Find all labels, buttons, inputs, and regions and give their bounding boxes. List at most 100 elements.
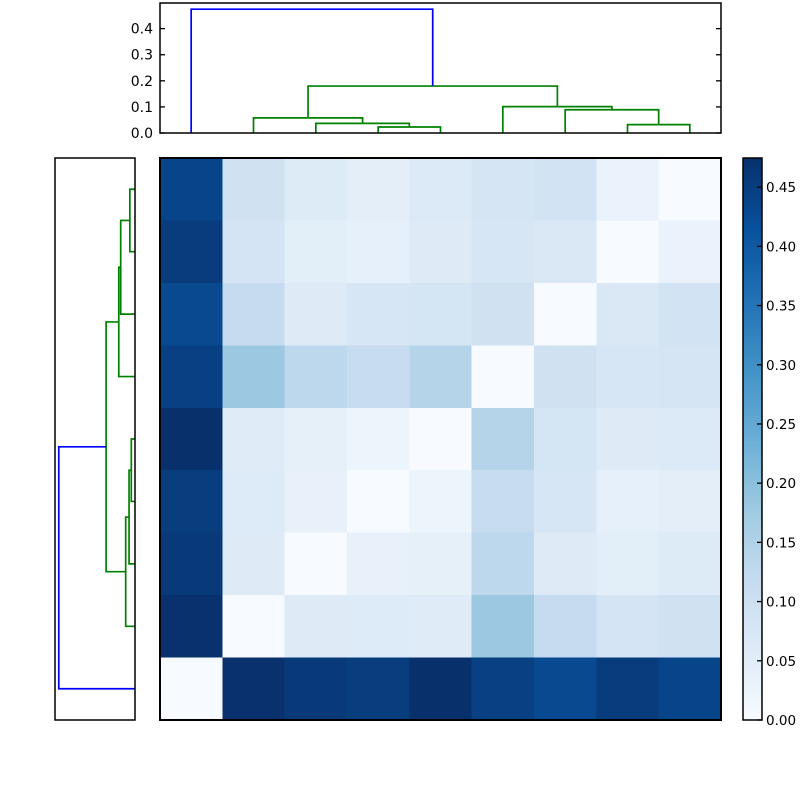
colorbar-tick-label: 0.05 — [766, 654, 796, 670]
heatmap-cell — [471, 407, 535, 471]
heatmap-cell — [534, 407, 597, 471]
colorbar-tick-label: 0.10 — [766, 595, 796, 611]
dendrogram-link — [252, 117, 364, 133]
heatmap-cell — [347, 345, 410, 409]
heatmap-cell — [596, 220, 660, 284]
heatmap-cell — [534, 470, 597, 534]
heatmap-cell — [222, 345, 286, 409]
heatmap-cell — [471, 470, 535, 534]
heatmap-cell — [658, 158, 722, 222]
heatmap-cell — [222, 470, 286, 534]
heatmap-cell — [658, 470, 722, 534]
top-axis-tick-label: 0.0 — [131, 126, 153, 142]
colorbar-tick-label: 0.40 — [766, 239, 796, 255]
heatmap-cell — [409, 532, 473, 596]
heatmap-cell — [160, 595, 223, 659]
heatmap-cell — [284, 158, 348, 222]
heatmap-cell — [222, 595, 286, 659]
heatmap-cell — [534, 158, 597, 222]
colorbar-tick-label: 0.45 — [766, 180, 796, 196]
heatmap-border — [159, 157, 722, 721]
heatmap-cell — [471, 282, 535, 346]
top-dendrogram-panel: 0.0 0.1 0.2 0.3 0.4 — [131, 2, 722, 142]
heatmap-cell — [160, 407, 223, 471]
heatmap-panel — [159, 157, 722, 721]
dendrogram-link — [190, 8, 434, 133]
heatmap-cell — [222, 407, 286, 471]
heatmap-cell — [284, 657, 348, 721]
heatmap-cell — [409, 595, 473, 659]
heatmap-cell — [658, 532, 722, 596]
heatmap-cell — [471, 345, 535, 409]
heatmap-cell — [409, 282, 473, 346]
heatmap-cell — [347, 158, 410, 222]
heatmap-cell — [471, 158, 535, 222]
heatmap-cell — [658, 220, 722, 284]
heatmap-cell — [471, 220, 535, 284]
colorbar-gradient — [743, 158, 762, 720]
heatmap-cell — [347, 282, 410, 346]
heatmap-cell — [596, 657, 660, 721]
heatmap-cell — [471, 657, 535, 721]
heatmap-cell — [534, 657, 597, 721]
heatmap-cell — [284, 595, 348, 659]
dendrogram-link — [124, 516, 135, 628]
heatmap-cell — [222, 282, 286, 346]
left-dendrogram-border — [54, 157, 136, 721]
heatmap-cell — [658, 657, 722, 721]
heatmap-cell — [284, 282, 348, 346]
top-axis-tick-label: 0.3 — [131, 48, 153, 64]
colorbar-tick-label: 0.15 — [766, 535, 796, 551]
heatmap-cell — [409, 220, 473, 284]
heatmap-cell — [534, 282, 597, 346]
heatmap-cell — [534, 532, 597, 596]
heatmap-cell — [222, 657, 286, 721]
heatmap-cell — [347, 595, 410, 659]
heatmap-cell — [534, 345, 597, 409]
heatmap-cell — [222, 220, 286, 284]
dendrogram-link — [377, 126, 442, 133]
heatmap-cell — [409, 470, 473, 534]
dendrogram-link — [105, 321, 126, 573]
left-dendrogram-panel — [54, 157, 136, 721]
heatmap-cell — [222, 532, 286, 596]
colorbar-tick-label: 0.25 — [766, 417, 796, 433]
heatmap-cell — [658, 407, 722, 471]
heatmap-cell — [284, 407, 348, 471]
dendrogram-link — [564, 108, 660, 133]
heatmap-cell — [409, 407, 473, 471]
heatmap-cell — [596, 470, 660, 534]
heatmap-cell — [534, 220, 597, 284]
colorbar-tick-label: 0.35 — [766, 299, 796, 315]
heatmap-cell — [596, 158, 660, 222]
colorbar-tick-label: 0.00 — [766, 713, 796, 729]
colorbar-border — [742, 157, 763, 721]
top-axis-tick-label: 0.1 — [131, 100, 153, 116]
heatmap-cell — [347, 657, 410, 721]
heatmap-cell — [596, 282, 660, 346]
heatmap-cell — [596, 345, 660, 409]
heatmap-cell — [160, 282, 223, 346]
heatmap-cell — [347, 532, 410, 596]
dendrogram-link — [626, 123, 691, 133]
heatmap-cell — [284, 470, 348, 534]
dendrogram-link — [314, 122, 411, 133]
dendrogram-link — [57, 445, 135, 690]
dendrogram-link — [307, 85, 559, 118]
dendrogram-link — [129, 188, 135, 253]
dendrogram-link — [119, 219, 135, 315]
heatmap-cell — [160, 345, 223, 409]
heatmap-cell — [347, 407, 410, 471]
heatmap-cell — [658, 345, 722, 409]
heatmap-cell — [409, 345, 473, 409]
heatmap-cell — [347, 220, 410, 284]
heatmap-cell — [658, 595, 722, 659]
heatmap-cell — [160, 532, 223, 596]
top-axis-tick-label: 0.4 — [131, 22, 153, 38]
colorbar-tick-label: 0.20 — [766, 476, 796, 492]
heatmap-cell — [658, 282, 722, 346]
heatmap-cell — [596, 532, 660, 596]
heatmap-cell — [409, 657, 473, 721]
